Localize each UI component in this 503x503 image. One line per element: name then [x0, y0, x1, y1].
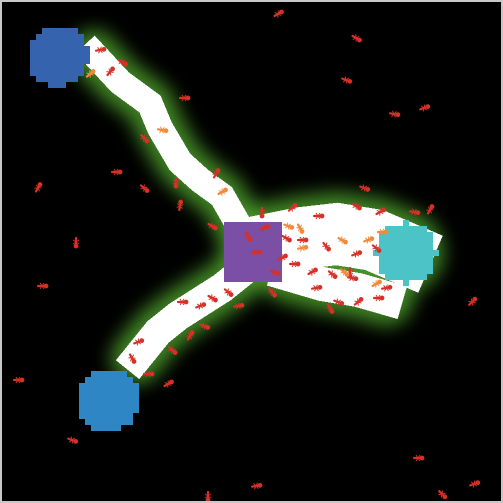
ant-carrying-food: [337, 236, 348, 245]
ant: [268, 287, 277, 298]
food-source-bottom-left: [79, 371, 139, 431]
ant: [36, 282, 49, 290]
ant: [72, 236, 80, 249]
ant: [34, 182, 43, 193]
ant: [438, 490, 448, 500]
ant: [250, 482, 263, 490]
ant: [277, 253, 288, 262]
ant: [199, 322, 211, 330]
trail-top-left-core: [75, 35, 273, 267]
food-source-top-left: [30, 28, 90, 88]
ant: [351, 202, 362, 211]
ant: [178, 94, 191, 102]
ant: [353, 297, 364, 306]
ant: [176, 199, 184, 212]
ant-carrying-food: [156, 126, 169, 134]
ant-carrying-food: [376, 228, 389, 236]
ant: [186, 330, 195, 341]
ant-carrying-food: [85, 69, 96, 78]
ant: [312, 212, 325, 220]
ant: [212, 168, 221, 179]
ant: [207, 222, 218, 231]
ant: [469, 480, 481, 488]
ant: [167, 346, 178, 355]
ant-carrying-food: [217, 187, 228, 196]
ant: [232, 302, 245, 310]
ant: [258, 206, 266, 219]
ant: [142, 370, 155, 378]
ant: [322, 241, 331, 252]
ant: [172, 176, 180, 189]
ant: [176, 298, 189, 306]
ant: [106, 66, 115, 77]
ant: [333, 298, 345, 306]
ant: [296, 236, 309, 244]
ant: [163, 379, 174, 388]
ant: [139, 184, 150, 193]
ant: [359, 184, 371, 192]
ant: [326, 303, 335, 314]
ant: [371, 244, 382, 253]
ant: [341, 76, 353, 84]
ant: [250, 248, 263, 256]
ant: [140, 134, 150, 144]
ant: [273, 9, 284, 18]
ant: [287, 203, 298, 212]
ant-carrying-food: [283, 222, 295, 230]
food-layer: [30, 28, 439, 431]
ant: [419, 104, 431, 112]
ant-layer: [12, 9, 481, 501]
food-source-right: [373, 220, 439, 286]
trail-right-lower-core: [266, 252, 408, 320]
ant: [288, 260, 301, 268]
ant: [372, 294, 385, 302]
ant: [388, 110, 401, 118]
ant: [426, 204, 435, 215]
ant: [412, 454, 425, 462]
ant: [244, 231, 253, 242]
ant: [307, 267, 318, 276]
ant: [380, 284, 393, 292]
ant: [259, 224, 271, 232]
ant-carrying-food: [296, 244, 309, 252]
ant: [351, 34, 362, 43]
ant: [117, 58, 128, 67]
ant-carrying-food: [296, 223, 305, 234]
ant: [12, 376, 25, 384]
ant: [310, 284, 323, 292]
ant-carrying-food: [371, 279, 382, 288]
ant: [468, 296, 478, 306]
ant: [94, 46, 107, 54]
ant: [110, 168, 123, 176]
ant: [351, 250, 363, 258]
ant: [207, 294, 218, 303]
ant: [281, 234, 292, 243]
ant: [269, 268, 281, 276]
ant: [133, 338, 145, 346]
ant: [327, 270, 338, 279]
ant: [204, 490, 212, 501]
ant-carrying-food: [363, 236, 375, 244]
ant-carrying-food: [339, 268, 350, 277]
ant: [408, 208, 421, 216]
ant: [375, 207, 386, 216]
ant: [67, 436, 79, 444]
ant: [195, 302, 207, 310]
ant: [128, 353, 137, 364]
ant: [223, 288, 234, 297]
